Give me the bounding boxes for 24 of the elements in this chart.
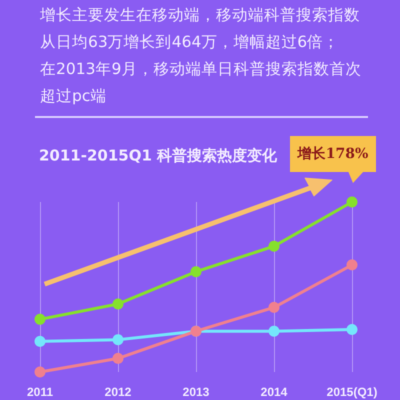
text: 超过pc端 xyxy=(40,86,108,107)
point xyxy=(34,314,46,325)
point xyxy=(112,334,124,346)
point xyxy=(34,336,46,347)
text: 增长178% xyxy=(290,136,376,172)
point xyxy=(346,196,358,208)
text: 从日均63万增长到464万，增幅超过6倍； xyxy=(40,32,340,53)
point xyxy=(346,324,358,335)
point xyxy=(112,298,124,310)
point xyxy=(268,302,280,313)
text: 在2013年9月，移动端单日科普搜索指数首次 xyxy=(40,59,362,80)
point xyxy=(112,352,124,364)
chart-title: 2011-2015Q1 科普搜索热度变化 xyxy=(39,146,278,164)
point xyxy=(346,259,358,270)
point xyxy=(268,326,280,337)
x-tick-label: 2011 xyxy=(26,385,54,399)
point xyxy=(190,266,202,278)
point xyxy=(268,240,280,252)
x-tick-label: 2012 xyxy=(104,385,132,399)
x-tick-label: 2015(Q1) xyxy=(326,385,378,399)
point xyxy=(34,366,46,378)
text: 增长主要发生在移动端，移动端科普搜索指数 xyxy=(40,5,361,26)
x-tick-label: 2013 xyxy=(182,385,210,399)
x-tick-label: 2014 xyxy=(260,385,288,399)
